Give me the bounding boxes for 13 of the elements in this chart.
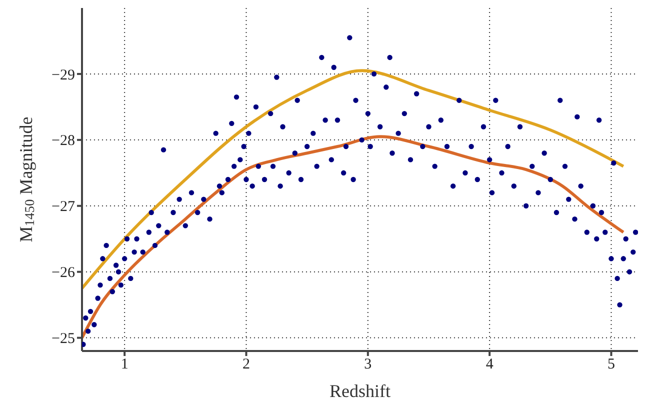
x-tick-label: 4 [486, 356, 494, 373]
y-tick-label: −27 [52, 199, 76, 216]
x-tick-label: 5 [607, 356, 615, 373]
line-series [82, 135, 625, 340]
x-tick-label: 2 [242, 356, 250, 373]
y-tick-label: −29 [52, 67, 75, 84]
x-axis-title: Redshift [330, 381, 390, 401]
y-tick-label: −25 [52, 331, 75, 348]
y-tick-label: −28 [52, 133, 75, 150]
line-series [82, 69, 625, 290]
y-tick-label: −26 [52, 265, 76, 282]
x-tick-label: 1 [120, 356, 128, 373]
x-tick-label: 3 [364, 356, 372, 373]
